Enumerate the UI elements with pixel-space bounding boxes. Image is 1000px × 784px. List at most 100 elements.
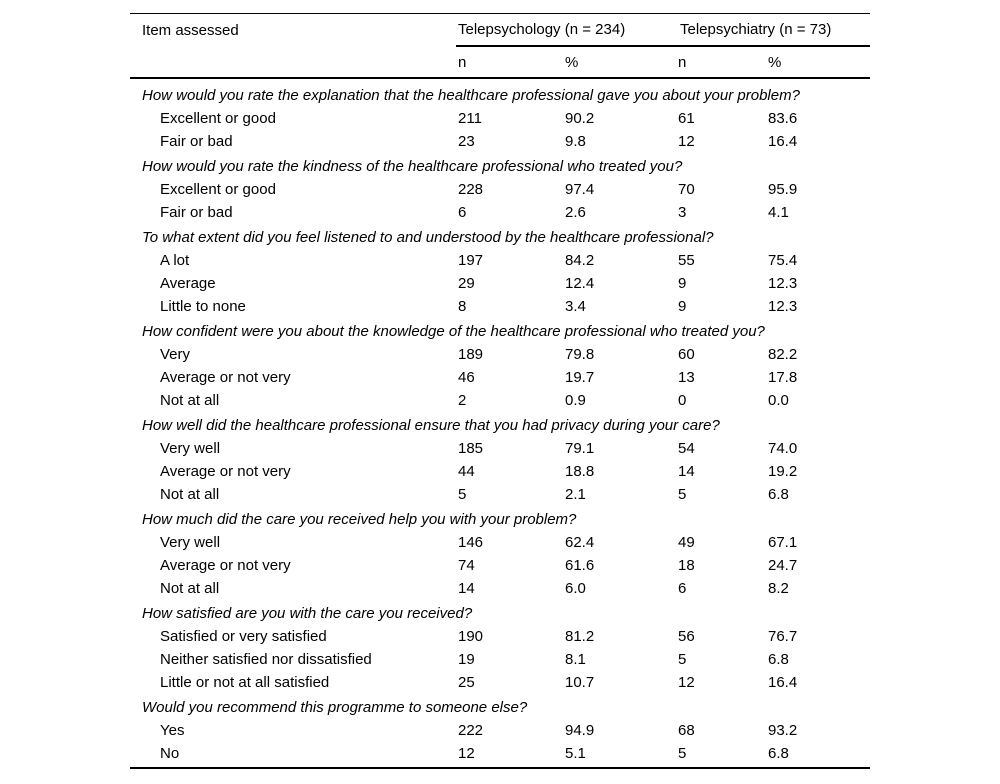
cell-value: 0	[678, 392, 687, 409]
row-label: Little or not at all satisfied	[160, 674, 330, 691]
row-label: Neither satisfied nor dissatisfied	[160, 651, 372, 668]
cell-value: 4.1	[768, 204, 789, 221]
cell-value: 81.2	[565, 628, 595, 645]
cell-value: 13	[678, 369, 695, 386]
table-header-group-row: Item assessed Telepsychology (n = 234) T…	[130, 14, 870, 47]
cell-value: 75.4	[768, 252, 798, 269]
table-row: A lot 197 84.2 55 75.4	[130, 249, 870, 272]
row-label: A lot	[160, 252, 190, 269]
question-row: How would you rate the kindness of the h…	[130, 155, 870, 178]
cell-value: 67.1	[768, 534, 798, 551]
cell-value: 68	[678, 722, 695, 739]
row-label: Little to none	[160, 298, 246, 315]
row-label: Fair or bad	[160, 133, 233, 150]
cell-value: 2	[458, 392, 467, 409]
cell-value: 6.8	[768, 651, 789, 668]
row-label: Average or not very	[160, 369, 291, 386]
table-row: Average or not very 46 19.7 13 17.8	[130, 366, 870, 389]
cell-value: 185	[458, 440, 484, 457]
cell-value: 23	[458, 133, 475, 150]
cell-value: 6	[458, 204, 467, 221]
table-row: No 12 5.1 5 6.8	[130, 742, 870, 765]
row-label: Yes	[160, 722, 185, 739]
cell-value: 82.2	[768, 346, 798, 363]
cell-value: 74.0	[768, 440, 798, 457]
question-text: How would you rate the explanation that …	[142, 87, 800, 104]
row-label: Very	[160, 346, 191, 363]
table-row: Average 29 12.4 9 12.3	[130, 272, 870, 295]
cell-value: 18	[678, 557, 695, 574]
column-group-strip: Telepsychology (n = 234) Telepsychiatry …	[456, 14, 870, 47]
telepsychiatry-n-header: n	[678, 53, 687, 71]
row-label: Very well	[160, 534, 221, 551]
cell-value: 90.2	[565, 110, 595, 127]
cell-value: 61.6	[565, 557, 595, 574]
cell-value: 197	[458, 252, 484, 269]
cell-value: 5	[458, 486, 467, 503]
table-header: Item assessed Telepsychology (n = 234) T…	[130, 14, 870, 79]
table-row: Yes 222 94.9 68 93.2	[130, 719, 870, 742]
question-row: How confident were you about the knowled…	[130, 320, 870, 343]
cell-value: 5.1	[565, 745, 586, 762]
cell-value: 84.2	[565, 252, 595, 269]
cell-value: 3.4	[565, 298, 586, 315]
question-row: How would you rate the explanation that …	[130, 84, 870, 107]
question-text: Would you recommend this programme to so…	[142, 699, 528, 716]
telepsychiatry-group-header: Telepsychiatry (n = 73)	[680, 21, 832, 38]
cell-value: 12	[678, 133, 695, 150]
question-text: How satisfied are you with the care you …	[142, 605, 473, 622]
cell-value: 12.4	[565, 275, 595, 292]
row-label: Average	[160, 275, 216, 292]
table-row: Average or not very 44 18.8 14 19.2	[130, 460, 870, 483]
table-row: Neither satisfied nor dissatisfied 19 8.1 5…	[130, 648, 870, 671]
cell-value: 5	[678, 651, 687, 668]
cell-value: 189	[458, 346, 484, 363]
cell-value: 9	[678, 298, 687, 315]
cell-value: 16.4	[768, 674, 798, 691]
row-label: Average or not very	[160, 557, 291, 574]
question-row: Would you recommend this programme to so…	[130, 696, 870, 719]
item-assessed-column-header: Item assessed	[142, 22, 239, 39]
cell-value: 56	[678, 628, 695, 645]
table-row: Excellent or good 211 90.2 61 83.6	[130, 107, 870, 130]
cell-value: 93.2	[768, 722, 798, 739]
cell-value: 0.0	[768, 392, 789, 409]
cell-value: 14	[458, 580, 475, 597]
cell-value: 8	[458, 298, 467, 315]
survey-results-table: Item assessed Telepsychology (n = 234) T…	[130, 13, 870, 769]
cell-value: 14	[678, 463, 695, 480]
question-row: How much did the care you received help …	[130, 508, 870, 531]
row-label: Satisfied or very satisfied	[160, 628, 327, 645]
question-row: How satisfied are you with the care you …	[130, 602, 870, 625]
question-text: How much did the care you received help …	[142, 511, 577, 528]
cell-value: 228	[458, 181, 484, 198]
row-label: Average or not very	[160, 463, 291, 480]
telepsychology-percent-header: %	[565, 53, 579, 71]
cell-value: 9.8	[565, 133, 586, 150]
row-label: Not at all	[160, 486, 220, 503]
cell-value: 60	[678, 346, 695, 363]
cell-value: 97.4	[565, 181, 595, 198]
telepsychology-group-header: Telepsychology (n = 234)	[458, 21, 626, 38]
cell-value: 6	[678, 580, 687, 597]
cell-value: 6.8	[768, 745, 789, 762]
cell-value: 61	[678, 110, 695, 127]
cell-value: 95.9	[768, 181, 798, 198]
telepsychology-n-header: n	[458, 53, 467, 71]
table-row: Little to none 8 3.4 9 12.3	[130, 295, 870, 318]
cell-value: 0.9	[565, 392, 586, 409]
cell-value: 6.8	[768, 486, 789, 503]
cell-value: 12.3	[768, 275, 798, 292]
question-text: To what extent did you feel listened to …	[142, 229, 714, 246]
cell-value: 16.4	[768, 133, 798, 150]
cell-value: 25	[458, 674, 475, 691]
cell-value: 55	[678, 252, 695, 269]
question-text: How would you rate the kindness of the h…	[142, 158, 683, 175]
cell-value: 62.4	[565, 534, 595, 551]
cell-value: 46	[458, 369, 475, 386]
row-label: Excellent or good	[160, 110, 276, 127]
row-label: Not at all	[160, 392, 220, 409]
table-row: Fair or bad 23 9.8 12 16.4	[130, 130, 870, 153]
table-row: Very well 146 62.4 49 67.1	[130, 531, 870, 554]
table-row: Very well 185 79.1 54 74.0	[130, 437, 870, 460]
